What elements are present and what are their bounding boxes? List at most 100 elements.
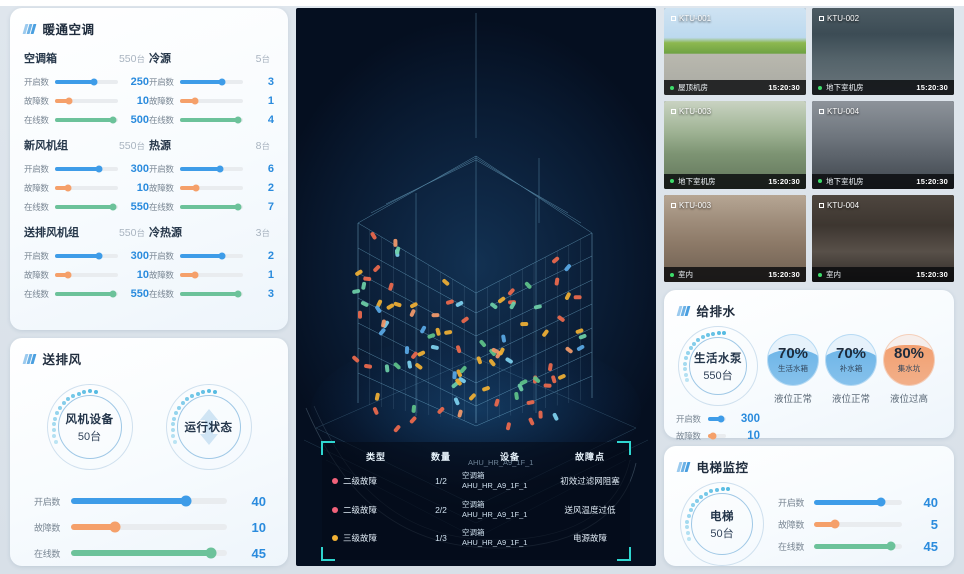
hvac-slider-knob[interactable]: [95, 165, 103, 172]
hvac-slider-knob[interactable]: [109, 290, 117, 297]
hvac-slider-track[interactable]: [180, 165, 243, 172]
hvac-slider-row[interactable]: 在线数 550: [24, 197, 149, 216]
hvac-slider-knob[interactable]: [109, 116, 117, 123]
hvac-slider-track[interactable]: [55, 165, 118, 172]
hvac-slider-knob[interactable]: [64, 271, 72, 278]
hvac-slider-label: 开启数: [24, 163, 49, 174]
hvac-slider-knob[interactable]: [218, 252, 226, 259]
hvac-slider-knob[interactable]: [191, 97, 199, 104]
hvac-slider-row[interactable]: 故障数 10: [24, 265, 149, 284]
hvac-slider-row[interactable]: 在线数 4: [149, 110, 274, 129]
fan-slider-track[interactable]: [71, 495, 227, 507]
hvac-slider-knob[interactable]: [234, 290, 242, 297]
water-slider-track[interactable]: [708, 415, 726, 422]
hvac-slider-track[interactable]: [55, 97, 118, 104]
hvac-slider-track[interactable]: [55, 116, 118, 123]
camera-tile[interactable]: KTU-002 地下室机房 15:20:30: [812, 8, 954, 96]
elevator-slider-knob[interactable]: [876, 497, 886, 507]
hvac-slider-row[interactable]: 开启数 3: [149, 72, 274, 91]
hvac-slider-row[interactable]: 故障数 10: [24, 91, 149, 110]
hvac-slider-knob[interactable]: [64, 184, 72, 191]
hvac-slider-track[interactable]: [180, 184, 243, 191]
dial-dot: [686, 351, 691, 356]
camera-tile[interactable]: KTU-004 室内 15:20:30: [812, 194, 954, 282]
hvac-slider-row[interactable]: 在线数 3: [149, 284, 274, 303]
severity-dot-icon: [332, 478, 338, 485]
hvac-slider-track[interactable]: [180, 252, 243, 259]
hvac-slider-row[interactable]: 在线数 500: [24, 110, 149, 129]
hvac-slider-knob[interactable]: [191, 271, 199, 278]
hvac-slider-track[interactable]: [180, 203, 243, 210]
water-slider-row[interactable]: 故障数 10: [676, 427, 760, 444]
elevator-slider-track[interactable]: [814, 519, 902, 529]
hvac-slider-track[interactable]: [180, 116, 243, 123]
hvac-slider-track[interactable]: [55, 271, 118, 278]
hvac-slider-track[interactable]: [180, 271, 243, 278]
camera-tile[interactable]: KTU-003 地下室机房 15:20:30: [664, 101, 806, 189]
hvac-slider-row[interactable]: 故障数 1: [149, 91, 274, 110]
alarm-row[interactable]: 二级故障 1/2 空调箱 AHU_HR_A9_1F_1 初效过滤网阻塞: [324, 467, 628, 495]
elevator-slider-knob[interactable]: [886, 541, 896, 551]
hvac-slider-track[interactable]: [180, 290, 243, 297]
fan-slider-row[interactable]: 在线数 45: [34, 540, 266, 566]
hvac-slider-knob[interactable]: [234, 203, 242, 210]
building-3d-view[interactable]: 类型 数量 设备 故障点 AHU_HR_A9_1F_1 二级故障 1/2 空调箱…: [296, 8, 656, 566]
alarm-row[interactable]: 二级故障 2/2 空调箱 AHU_HR_A9_1F_1 送风温度过低: [324, 496, 628, 524]
fan-panel: 送排风 风机设备 50台: [10, 338, 288, 566]
fan-slider-track[interactable]: [71, 547, 227, 559]
hvac-slider-track[interactable]: [55, 184, 118, 191]
hvac-slider-row[interactable]: 在线数 7: [149, 197, 274, 216]
water-gauge[interactable]: 80% 集水坑 液位过高: [880, 334, 938, 405]
hvac-group-head: 新风机组 550台: [24, 137, 149, 153]
hvac-group-count: 550台: [118, 227, 145, 239]
hvac-slider-knob[interactable]: [109, 203, 117, 210]
hvac-slider-track[interactable]: [55, 78, 118, 85]
fan-slider-row[interactable]: 开启数 40: [34, 488, 266, 514]
gauge-name: 补水箱: [839, 364, 863, 373]
hvac-slider-row[interactable]: 故障数 2: [149, 178, 274, 197]
fan-slider-track[interactable]: [71, 521, 227, 533]
hvac-slider-row[interactable]: 在线数 550: [24, 284, 149, 303]
water-slider-knob[interactable]: [709, 432, 717, 439]
hvac-slider-value: 300: [130, 162, 149, 175]
water-slider-row[interactable]: 开启数 300: [676, 410, 760, 427]
elevator-slider-track[interactable]: [814, 541, 902, 551]
hvac-slider-row[interactable]: 故障数 1: [149, 265, 274, 284]
hvac-slider-knob[interactable]: [216, 165, 224, 172]
camera-tile[interactable]: KTU-004 地下室机房 15:20:30: [812, 101, 954, 189]
hvac-slider-knob[interactable]: [192, 184, 200, 191]
hvac-slider-knob[interactable]: [90, 78, 98, 85]
hvac-slider-row[interactable]: 开启数 300: [24, 159, 149, 178]
hvac-slider-knob[interactable]: [65, 97, 73, 104]
elevator-slider-row[interactable]: 在线数 45: [778, 535, 938, 557]
hvac-slider-track[interactable]: [180, 97, 243, 104]
hvac-slider-knob[interactable]: [234, 116, 242, 123]
water-gauge[interactable]: 70% 生活水箱 液位正常: [764, 334, 822, 405]
fan-slider-knob[interactable]: [109, 521, 121, 533]
hvac-slider-track[interactable]: [55, 252, 118, 259]
hvac-slider-track[interactable]: [55, 290, 118, 297]
fan-slider-knob[interactable]: [205, 547, 217, 559]
camera-tile[interactable]: KTU-001 屋顶机房 15:20:30: [664, 8, 806, 96]
hvac-slider-knob[interactable]: [95, 252, 103, 259]
hvac-slider-row[interactable]: 开启数 250: [24, 72, 149, 91]
elevator-slider-row[interactable]: 故障数 5: [778, 513, 938, 535]
hvac-slider-row[interactable]: 开启数 300: [24, 246, 149, 265]
fan-slider-knob[interactable]: [180, 495, 192, 507]
elevator-slider-row[interactable]: 开启数 40: [778, 491, 938, 513]
elevator-slider-track[interactable]: [814, 497, 902, 507]
hvac-slider-row[interactable]: 开启数 6: [149, 159, 274, 178]
water-slider-track[interactable]: [708, 432, 726, 439]
fan-slider-list: 开启数 40 故障数 10 在线数 45: [10, 474, 288, 566]
hvac-slider-knob[interactable]: [218, 78, 226, 85]
alarm-row[interactable]: 三级故障 1/3 空调箱 AHU_HR_A9_1F_1 电源故障: [324, 524, 628, 552]
elevator-slider-knob[interactable]: [830, 519, 840, 529]
fan-slider-row[interactable]: 故障数 10: [34, 514, 266, 540]
hvac-slider-row[interactable]: 故障数 10: [24, 178, 149, 197]
water-gauge[interactable]: 70% 补水箱 液位正常: [822, 334, 880, 405]
water-slider-knob[interactable]: [717, 415, 725, 422]
hvac-slider-track[interactable]: [55, 203, 118, 210]
camera-tile[interactable]: KTU-003 室内 15:20:30: [664, 194, 806, 282]
hvac-slider-row[interactable]: 开启数 2: [149, 246, 274, 265]
hvac-slider-track[interactable]: [180, 78, 243, 85]
